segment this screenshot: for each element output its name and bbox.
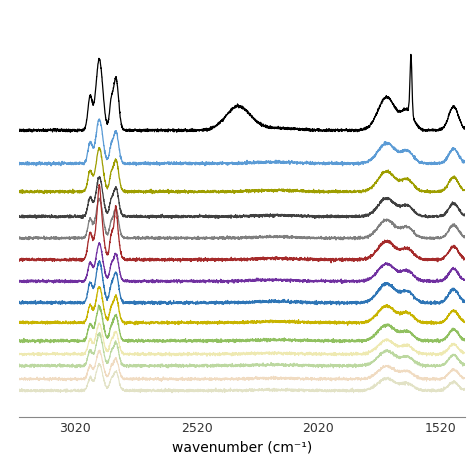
X-axis label: wavenumber (cm⁻¹): wavenumber (cm⁻¹) bbox=[172, 440, 312, 455]
